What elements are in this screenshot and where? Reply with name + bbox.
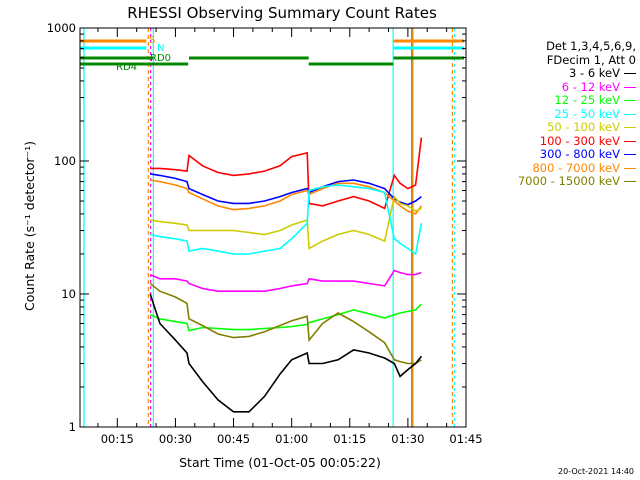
series-line-2 xyxy=(150,179,423,215)
series-line-7 xyxy=(149,282,422,365)
legend-entry-3: 25 - 50 keV xyxy=(486,106,636,122)
legend-label: 100 - 300 keV xyxy=(539,133,620,148)
legend-entry-6: 300 - 800 keV xyxy=(486,147,636,162)
legend: Det 1,3,4,5,6,9, FDecim 1, Att 0 3 - 6 k… xyxy=(486,39,636,189)
series-line-6 xyxy=(149,303,422,332)
legend-swatch xyxy=(624,127,636,129)
legend-label: 3 - 6 keV xyxy=(569,66,620,80)
legend-swatch xyxy=(624,100,636,102)
flag-label-rd0: RD0 xyxy=(150,53,171,64)
flag-label-rd4: RD4 xyxy=(116,62,137,73)
legend-entry-8: 7000 - 15000 keV xyxy=(486,174,636,189)
legend-entry-1: 6 - 12 keV xyxy=(486,79,636,95)
flag-label-s: S xyxy=(149,35,155,46)
legend-entry-4: 50 - 100 keV xyxy=(486,120,636,135)
y-axis-label: Count Rate (s⁻¹ detector⁻¹) xyxy=(22,141,37,311)
x-tick-label-6: 01:45 xyxy=(449,432,482,446)
x-axis-label: Start Time (01-Oct-05 00:05:22) xyxy=(179,455,381,470)
legend-entry-2: 12 - 25 keV xyxy=(486,93,636,108)
legend-label: 6 - 12 keV xyxy=(561,79,620,94)
legend-swatch xyxy=(624,86,636,88)
series-line-4 xyxy=(150,184,423,256)
legend-entry-0: 3 - 6 keV xyxy=(486,66,636,81)
x-tick-label-4: 01:15 xyxy=(333,432,366,446)
y-tick-label-3: 1000 xyxy=(47,21,76,35)
chart-title: RHESSI Observing Summary Count Rates xyxy=(127,4,437,22)
legend-swatch xyxy=(624,154,636,156)
series-line-5 xyxy=(149,269,422,292)
legend-label: 12 - 25 keV xyxy=(554,93,620,107)
legend-label: 800 - 7000 keV xyxy=(532,160,620,175)
series-line-0 xyxy=(150,137,423,210)
x-tick-label-2: 00:45 xyxy=(217,432,250,446)
series-line-1 xyxy=(150,173,422,206)
legend-header-1: Det 1,3,4,5,6,9, xyxy=(546,39,636,53)
y-tick-label-1: 10 xyxy=(61,287,76,301)
flag-label-n: N xyxy=(157,43,164,54)
legend-label: 7000 - 15000 keV xyxy=(517,174,620,188)
legend-label: 300 - 800 keV xyxy=(539,147,620,161)
legend-swatch xyxy=(624,113,636,115)
y-tick-label-0: 1 xyxy=(69,420,76,434)
x-tick-label-3: 01:00 xyxy=(275,432,308,446)
plot-frame xyxy=(79,27,467,428)
x-tick-label-5: 01:30 xyxy=(391,432,424,446)
legend-swatch xyxy=(624,73,636,75)
legend-label: 25 - 50 keV xyxy=(554,106,620,121)
x-tick-label-1: 00:30 xyxy=(159,432,192,446)
legend-swatch xyxy=(624,140,636,142)
x-tick-label-0: 00:15 xyxy=(101,432,134,446)
legend-swatch xyxy=(624,167,636,169)
legend-header-2: FDecim 1, Att 0 xyxy=(546,52,636,67)
series-line-8 xyxy=(149,293,423,413)
legend-swatch xyxy=(624,181,636,183)
legend-entry-7: 800 - 7000 keV xyxy=(486,160,636,176)
y-tick-label-2: 100 xyxy=(54,154,76,168)
timestamp: 20-Oct-2021 14:40 xyxy=(558,467,634,476)
legend-label: 50 - 100 keV xyxy=(547,120,620,134)
legend-entry-5: 100 - 300 keV xyxy=(486,133,636,149)
series-line-3 xyxy=(150,194,422,250)
